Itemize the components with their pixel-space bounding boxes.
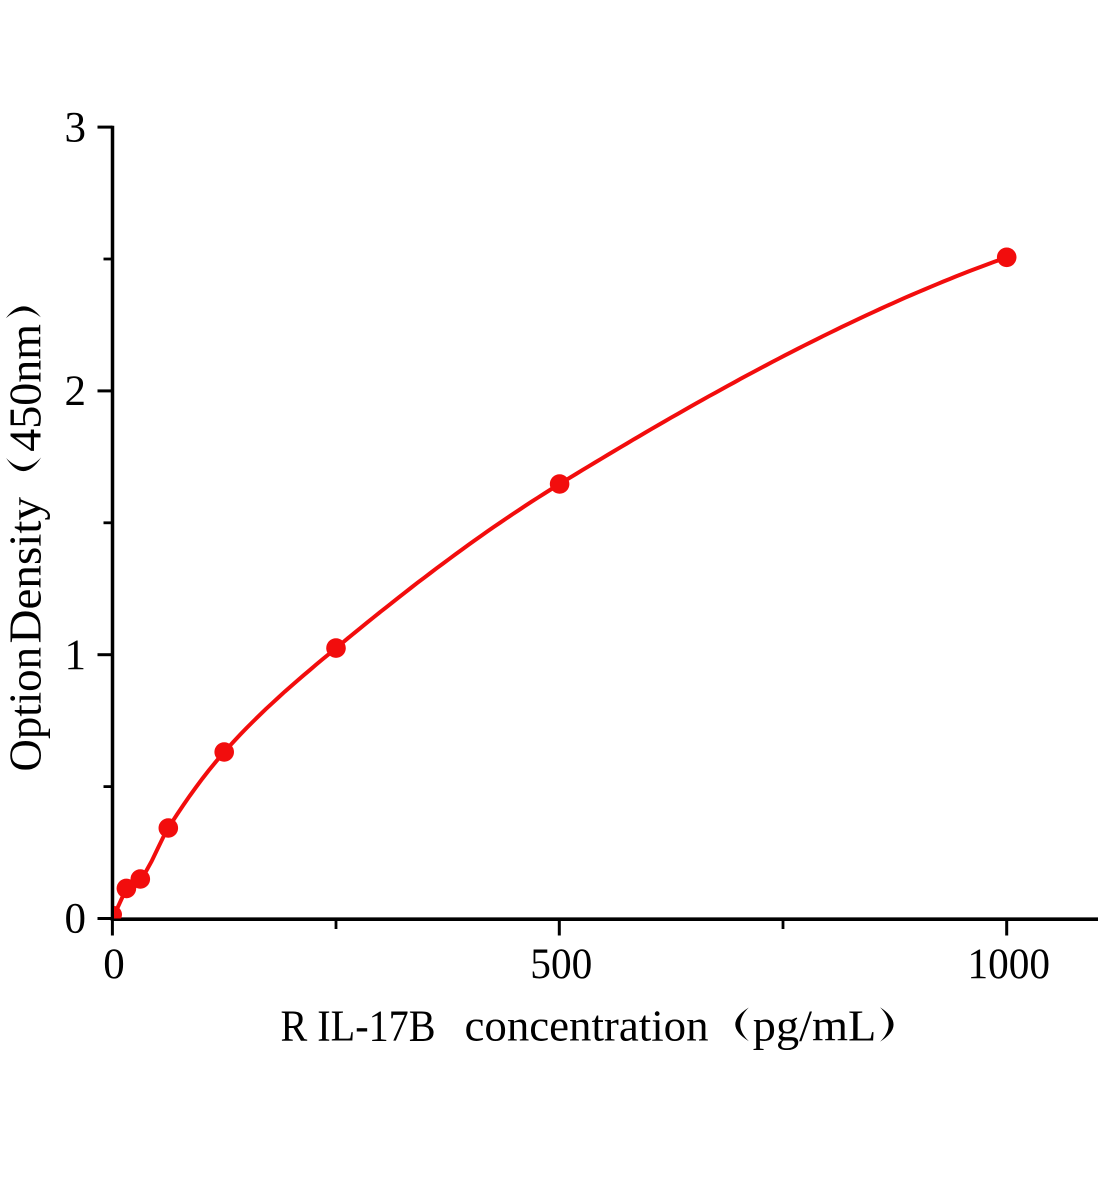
svg-text:Density: Density xyxy=(0,497,51,644)
svg-text:concentration: concentration xyxy=(465,1001,709,1050)
svg-text:Option: Option xyxy=(0,647,51,772)
svg-text:1000: 1000 xyxy=(967,941,1050,988)
svg-text:2: 2 xyxy=(65,368,87,415)
svg-text:450nm: 450nm xyxy=(0,324,51,452)
svg-text:0: 0 xyxy=(103,941,125,988)
svg-text:0: 0 xyxy=(65,896,87,943)
svg-text:pg/mL: pg/mL xyxy=(753,1001,877,1050)
svg-text:R IL-17B: R IL-17B xyxy=(281,1001,436,1050)
svg-text:500: 500 xyxy=(530,941,592,988)
svg-text:3: 3 xyxy=(65,104,87,151)
svg-text:1: 1 xyxy=(65,632,87,679)
